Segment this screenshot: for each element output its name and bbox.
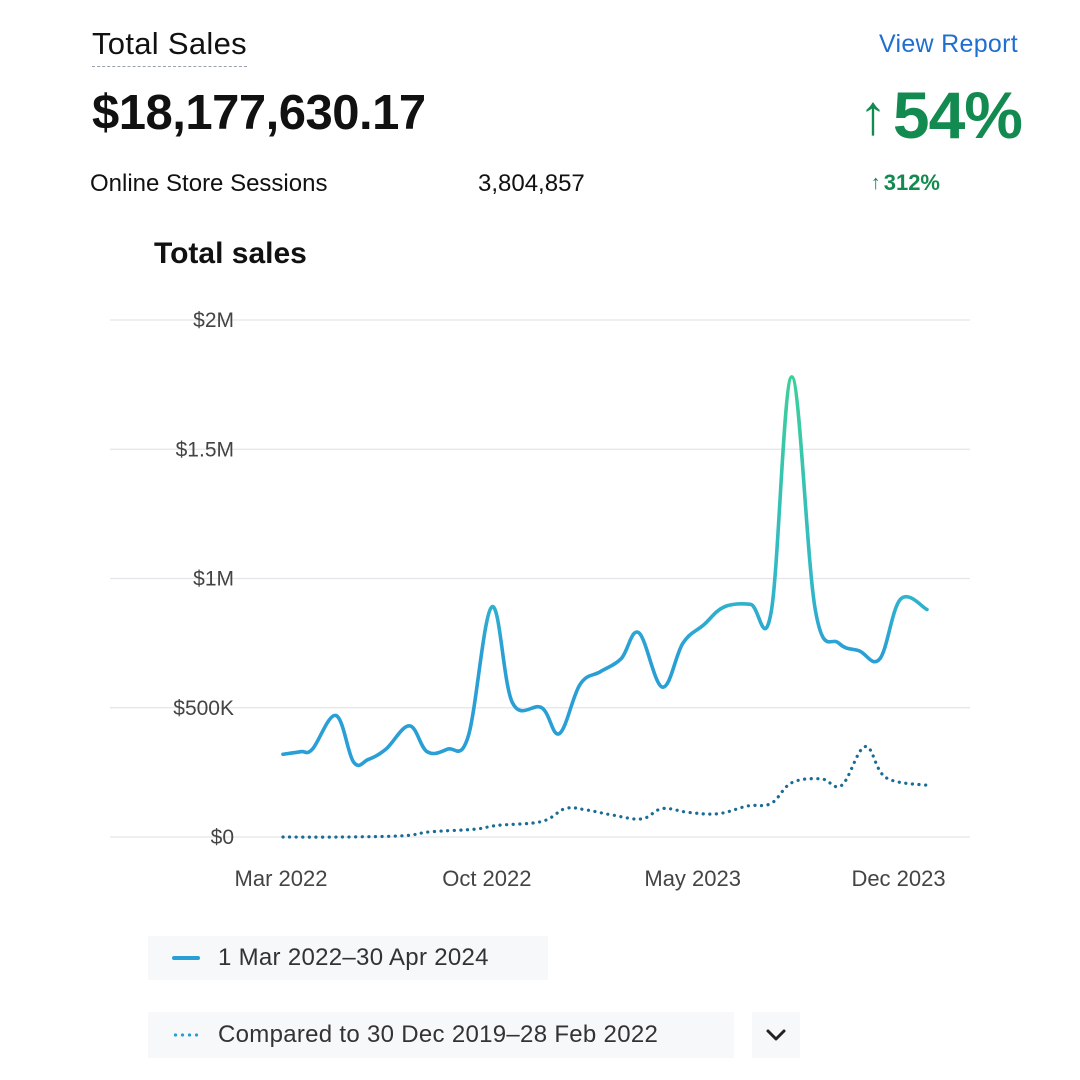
legend-compare-label: Compared to 30 Dec 2019–28 Feb 2022 — [218, 1021, 659, 1048]
y-tick-label: $1M — [193, 568, 234, 591]
y-axis: $0 $500K $1M $1.5M $2M — [173, 309, 234, 849]
x-axis: Mar 2022 Oct 2022 May 2023 Dec 2023 — [235, 866, 946, 891]
compare-dropdown-button[interactable] — [752, 1012, 800, 1058]
sessions-change-value: 312% — [883, 170, 940, 195]
sales-change: ↑ 54% — [858, 78, 1023, 152]
arrow-up-icon: ↑ — [858, 83, 887, 146]
chevron-down-icon — [766, 1029, 786, 1041]
legend-compare-period[interactable]: Compared to 30 Dec 2019–28 Feb 2022 — [148, 1012, 734, 1058]
sessions-change: ↑ 312% — [871, 170, 940, 196]
series-line-current — [281, 375, 929, 768]
x-tick-label: May 2023 — [644, 866, 741, 891]
arrow-up-icon: ↑ — [870, 172, 881, 194]
y-tick-label: $2M — [193, 309, 234, 332]
solid-line-swatch-icon — [172, 956, 200, 960]
y-tick-label: $0 — [211, 826, 234, 849]
card-title: Total Sales — [92, 26, 247, 67]
legend-current-period[interactable]: 1 Mar 2022–30 Apr 2024 — [148, 936, 548, 980]
chart-series — [281, 375, 929, 839]
sessions-label: Online Store Sessions — [90, 170, 328, 197]
sessions-value: 3,804,857 — [478, 170, 585, 197]
legend-current-label: 1 Mar 2022–30 Apr 2024 — [218, 944, 489, 971]
total-sales-value: $18,177,630.17 — [92, 86, 426, 140]
x-tick-label: Oct 2022 — [442, 866, 531, 891]
x-tick-label: Dec 2023 — [851, 866, 945, 891]
dotted-line-swatch-icon — [172, 1033, 200, 1037]
x-tick-label: Mar 2022 — [235, 866, 328, 891]
sales-change-value: 54% — [892, 78, 1023, 152]
series-line-compare — [281, 744, 929, 839]
y-tick-label: $1.5M — [176, 438, 234, 461]
y-tick-label: $500K — [173, 697, 234, 720]
chart-title: Total sales — [154, 237, 307, 270]
chart-grid — [110, 319, 970, 838]
view-report-link[interactable]: View Report — [878, 30, 1018, 58]
